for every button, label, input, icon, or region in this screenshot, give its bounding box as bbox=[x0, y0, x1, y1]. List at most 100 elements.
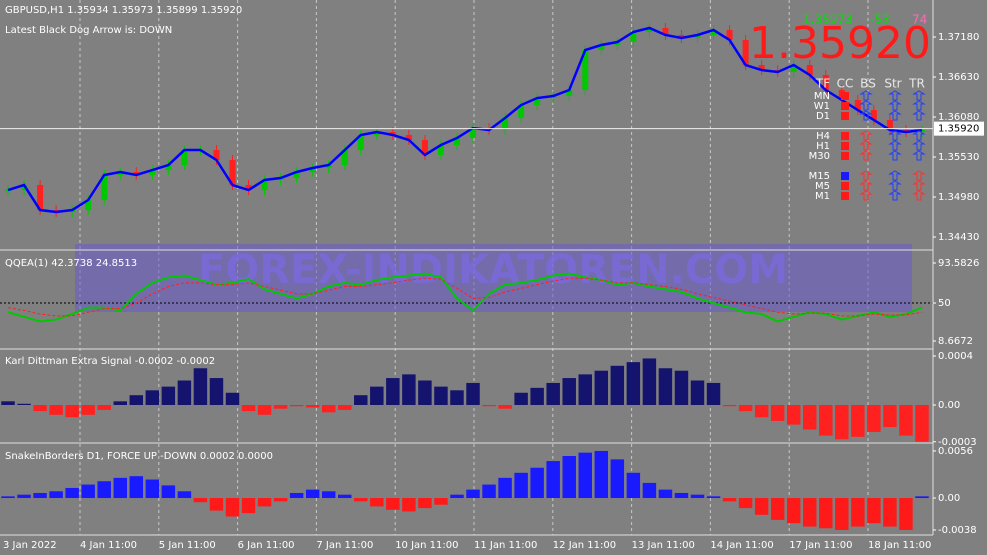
histogram-bar bbox=[626, 472, 641, 499]
histogram-bar bbox=[514, 472, 528, 499]
time-label: 10 Jan 11:00 bbox=[395, 540, 458, 551]
candle-body bbox=[101, 174, 108, 200]
histogram-bar bbox=[835, 498, 849, 530]
tr-arrow bbox=[912, 190, 926, 201]
histogram-bar bbox=[418, 498, 432, 509]
cc-square bbox=[841, 92, 849, 100]
price-tick-label: 1.34980 bbox=[938, 192, 979, 203]
histogram-bar bbox=[386, 498, 400, 510]
candle-body bbox=[502, 118, 509, 131]
str-arrow bbox=[888, 100, 902, 111]
histogram-bar bbox=[706, 382, 721, 406]
cc-square bbox=[841, 142, 849, 150]
bs-arrow bbox=[859, 110, 873, 121]
histogram-bar bbox=[65, 487, 79, 499]
histogram-bar bbox=[626, 362, 641, 406]
histogram-bar bbox=[65, 405, 79, 418]
candle-body bbox=[21, 185, 28, 191]
histogram-bar bbox=[819, 405, 833, 436]
histogram-bar bbox=[49, 405, 63, 415]
histogram-bar bbox=[530, 467, 544, 499]
panel-column: BS bbox=[860, 77, 876, 91]
time-label: 14 Jan 11:00 bbox=[710, 540, 773, 551]
arrow-note: Latest Black Dog Arrow is: DOWN bbox=[5, 25, 172, 36]
histogram-bar bbox=[354, 498, 368, 502]
histogram-bar bbox=[257, 498, 272, 507]
cc-square bbox=[841, 132, 849, 140]
histogram-bar bbox=[738, 498, 753, 509]
histogram-bar bbox=[402, 498, 416, 512]
candle-body bbox=[470, 128, 477, 139]
candle-body bbox=[229, 160, 236, 186]
time-label: 17 Jan 11:00 bbox=[789, 540, 852, 551]
bs-arrow bbox=[859, 130, 873, 141]
str-arrow bbox=[888, 130, 902, 141]
timeframe-label: W1 bbox=[814, 101, 830, 112]
histogram-bar bbox=[851, 498, 865, 527]
candle-body bbox=[662, 28, 669, 35]
histogram-bar bbox=[33, 492, 47, 499]
histogram-bar bbox=[578, 452, 592, 499]
histogram-bar bbox=[17, 403, 31, 406]
histogram-bar bbox=[273, 405, 288, 409]
candle-body bbox=[582, 50, 589, 91]
histogram-bar bbox=[562, 456, 576, 499]
histogram-bar bbox=[835, 405, 849, 440]
candle-body bbox=[614, 42, 621, 46]
time-label: 13 Jan 11:00 bbox=[632, 540, 695, 551]
histogram-bar bbox=[338, 494, 352, 499]
str-arrow bbox=[888, 170, 902, 181]
histogram-bar bbox=[225, 392, 240, 406]
indicator-line bbox=[7, 277, 923, 317]
str-arrow bbox=[888, 190, 902, 201]
candle-body bbox=[405, 134, 412, 140]
histogram-bar bbox=[241, 498, 256, 514]
histogram-bar bbox=[770, 405, 785, 421]
histogram-bar bbox=[722, 498, 737, 502]
histogram-bar bbox=[594, 370, 609, 406]
price-tick-label: 0.0056 bbox=[938, 446, 973, 457]
price-tick-label: 0.0004 bbox=[938, 351, 973, 362]
candle-body bbox=[245, 185, 252, 191]
candle-body bbox=[742, 40, 749, 66]
histogram-bar bbox=[915, 405, 929, 442]
histogram-bar bbox=[594, 450, 609, 499]
histogram-bar bbox=[690, 494, 705, 499]
candle-body bbox=[822, 74, 829, 91]
candle-body bbox=[694, 34, 701, 39]
histogram-bar bbox=[899, 498, 913, 530]
histogram-bar bbox=[289, 492, 304, 499]
histogram-bar bbox=[482, 484, 496, 499]
candle-body bbox=[357, 134, 364, 151]
histogram-bar bbox=[466, 382, 480, 406]
cc-square bbox=[841, 112, 849, 120]
candle-body bbox=[726, 30, 733, 40]
histogram-bar bbox=[915, 496, 929, 499]
candle-body bbox=[341, 150, 348, 166]
time-label: 4 Jan 11:00 bbox=[80, 540, 137, 551]
bs-arrow bbox=[859, 140, 873, 151]
candle-body bbox=[854, 100, 861, 111]
candle-body bbox=[117, 172, 124, 175]
histogram-bar bbox=[690, 380, 705, 406]
timeframe-label: H1 bbox=[816, 141, 830, 152]
bs-arrow bbox=[859, 90, 873, 101]
histogram-bar bbox=[610, 365, 625, 406]
histogram-bar bbox=[161, 485, 176, 499]
time-label: 11 Jan 11:00 bbox=[474, 540, 537, 551]
histogram-bar bbox=[867, 498, 881, 524]
time-label: 3 Jan 2022 bbox=[3, 540, 57, 551]
candle-body bbox=[453, 138, 460, 146]
candle-body bbox=[37, 185, 44, 211]
price-tick-label: 50 bbox=[938, 298, 951, 309]
indicator-title: SnakeInBorders D1, FORCE UP -DOWN 0.0002… bbox=[5, 451, 273, 462]
histogram-bar bbox=[145, 390, 160, 406]
candle-body bbox=[85, 200, 92, 211]
histogram-bar bbox=[434, 386, 448, 406]
histogram-bar bbox=[786, 405, 801, 425]
histogram-bar bbox=[851, 405, 865, 437]
time-label: 18 Jan 11:00 bbox=[868, 540, 931, 551]
histogram-bar bbox=[1, 496, 15, 499]
histogram-bar bbox=[97, 405, 111, 410]
